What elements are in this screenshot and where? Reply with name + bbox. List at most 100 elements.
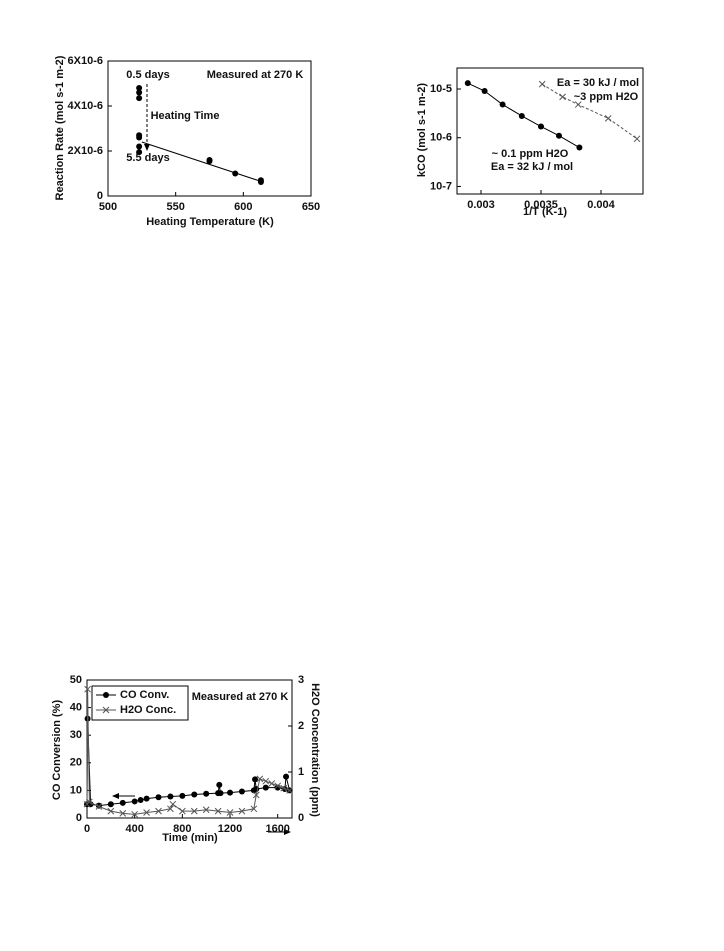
data-point [604, 114, 612, 122]
legend-marker [102, 706, 110, 714]
data-point [262, 777, 270, 785]
x-tick-label: 0.003 [467, 199, 495, 211]
data-point [155, 807, 162, 815]
y-tick-label: 0 [97, 190, 103, 202]
data-point [191, 791, 198, 798]
x-tick-label: 0 [84, 823, 90, 835]
series-line [141, 141, 262, 182]
x-tick-label: 550 [166, 201, 184, 213]
data-point [227, 789, 234, 796]
data-point [286, 787, 293, 794]
data-point [274, 782, 282, 790]
data-point [143, 795, 150, 802]
data-point [136, 95, 143, 102]
data-point [169, 800, 177, 808]
x-tick-label: 600 [234, 201, 252, 213]
y-axis-label: kCO (mol s-1 m-2) [416, 83, 428, 177]
annotation: Heating Time [151, 110, 220, 122]
data-point [84, 685, 91, 693]
y-tick-label: 6X10-6 [68, 55, 103, 67]
x-tick-label: 0.0035 [524, 199, 558, 211]
data-point [238, 788, 245, 795]
data-point [167, 805, 174, 813]
x-axis-label: Time (min) [162, 832, 218, 844]
annotation: Ea = 32 kJ / mol [491, 161, 573, 173]
data-point [256, 775, 264, 783]
data-point [155, 794, 162, 801]
data-point [131, 810, 139, 818]
y-tick-label: 40 [70, 702, 82, 714]
data-point [136, 149, 143, 156]
data-point [136, 89, 143, 96]
legend-label: CO Conv. [120, 689, 169, 701]
y-tick-label: 4X10-6 [68, 100, 103, 112]
data-point [216, 781, 223, 788]
data-point [250, 805, 258, 813]
y-tick-label: 10-5 [430, 83, 452, 95]
data-point [86, 798, 93, 806]
annotation: Ea = 30 kJ / mol [557, 77, 639, 89]
y-tick-label: 10 [70, 784, 82, 796]
data-point [574, 101, 582, 108]
data-point [137, 797, 144, 804]
plot-frame [456, 67, 644, 195]
data-point [252, 776, 259, 783]
y2-tick-label: 3 [298, 674, 304, 686]
data-point [217, 790, 224, 797]
data-point [131, 798, 138, 805]
y-tick-label: 20 [70, 757, 82, 769]
data-point [499, 101, 506, 108]
data-point [576, 144, 583, 151]
data-point [252, 791, 260, 799]
data-point [464, 80, 471, 87]
annotation: Measured at 270 K [207, 69, 304, 81]
annotation: ~3 ppm H2O [574, 91, 639, 103]
data-point [119, 810, 127, 817]
data-point [538, 123, 544, 130]
data-point [280, 784, 288, 792]
y-tick-label: 10-7 [430, 180, 452, 192]
data-point [633, 135, 641, 143]
data-point [143, 809, 150, 816]
data-point [518, 112, 525, 119]
data-point [481, 88, 488, 95]
plot-frame [107, 60, 312, 197]
legend-marker [103, 692, 109, 698]
x-tick-label: 1600 [265, 823, 289, 835]
data-point [559, 93, 566, 101]
y2-tick-label: 0 [298, 812, 304, 824]
annotation: 0.5 days [126, 69, 169, 81]
annotation: Measured at 270 K [192, 691, 289, 703]
data-point [206, 158, 213, 165]
data-point [95, 803, 103, 810]
data-point [257, 179, 264, 186]
y-tick-label: 10-6 [430, 132, 452, 144]
y-axis-label: CO Conversion (%) [51, 700, 63, 801]
x-tick-label: 0.004 [587, 199, 615, 211]
x-axis-label: 1/T (K-1) [523, 206, 567, 218]
x-tick-label: 800 [173, 823, 191, 835]
annotation: 5.5 days [126, 152, 169, 164]
data-point [556, 132, 562, 139]
data-point [107, 807, 115, 815]
data-point [226, 809, 234, 816]
x-tick-label: 400 [125, 823, 143, 835]
x-axis-label: Heating Temperature (K) [146, 216, 274, 228]
y-tick-label: 0 [76, 812, 82, 824]
data-point [119, 799, 126, 806]
y-tick-label: 50 [70, 674, 82, 686]
legend-label: H2O Conc. [120, 704, 176, 716]
y2-axis-label: H2O Concentration (ppm) [309, 683, 321, 817]
data-point [202, 806, 210, 814]
x-tick-label: 500 [99, 201, 117, 213]
x-tick-label: 1200 [218, 823, 242, 835]
data-point [136, 85, 143, 91]
annotation: ~ 0.1 ppm H2O [492, 148, 569, 160]
data-point [538, 80, 546, 88]
data-point [268, 780, 276, 787]
data-point [238, 807, 246, 815]
y2-tick-label: 1 [298, 766, 304, 778]
data-point [262, 784, 269, 791]
